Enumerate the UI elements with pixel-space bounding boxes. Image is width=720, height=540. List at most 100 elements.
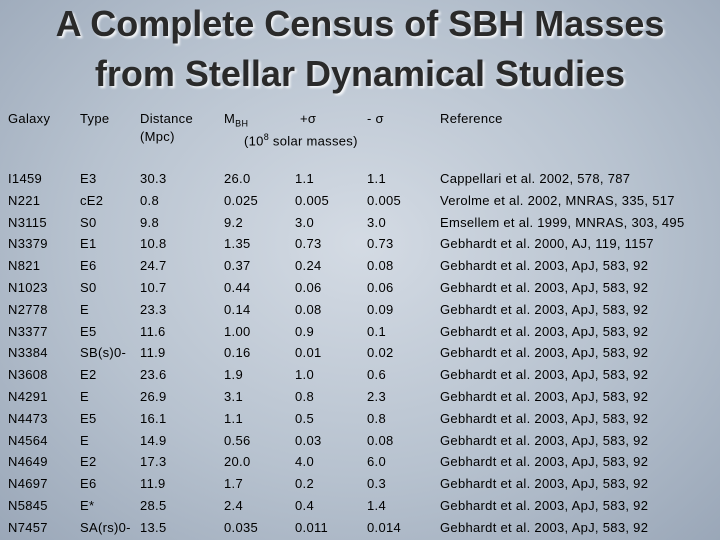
table-cell: 0.08 [367,258,394,274]
table-cell: N4473 [8,410,48,426]
table-cell: 0.9 [295,323,314,339]
table-cell: 1.1 [367,171,386,186]
table-cell: N3384 [8,345,48,361]
table-cell: Gebhardt et al. 2003, ApJ, 583, 92 [440,323,649,339]
table-cell: Verolme et al. 2002, MNRAS, 335, 517 [440,192,675,208]
table-cell: SA(rs)0- [80,519,131,535]
table-cell: 0.14 [224,301,251,317]
table-cell: Gebhardt et al. 2003, ApJ, 583, 92 [440,389,649,404]
table-cell: E2 [80,454,97,470]
table-cell: 2.4 [224,498,243,513]
table-cell: 0.8 [295,389,314,404]
table-cell: Gebhardt et al. 2003, ApJ, 583, 92 [440,258,649,274]
table-cell: Gebhardt et al. 2003, ApJ, 583, 92 [440,367,649,383]
table-cell: 0.16 [224,345,251,361]
header-sup: 8 [263,132,270,142]
table-cell: Gebhardt et al. 2003, ApJ, 583, 92 [440,454,649,470]
table-cell: 0.035 [224,519,259,535]
table-cell: E5 [80,323,97,339]
table-cell: 9.8 [140,214,159,230]
table-cell: E2 [80,367,97,383]
table-cell: 0.56 [224,432,251,448]
table-cell: 1.1 [224,410,243,426]
table-cell: 0.014 [367,519,402,535]
table-cell: 0.02 [367,345,394,361]
table-cell: 0.025 [224,192,259,208]
header-sub: BH [235,118,249,129]
table-cell: 0.4 [295,498,314,513]
table-cell: Gebhardt et al. 2003, ApJ, 583, 92 [440,498,649,513]
table-cell: 0.24 [295,258,322,274]
table-cell: 0.73 [367,236,394,252]
table-cell: 0.011 [295,519,329,535]
table-cell: N4697 [8,476,48,492]
table-cell: N821 [8,258,41,274]
table-cell: 26.0 [224,171,251,186]
table-cell: 6.0 [367,454,386,470]
header-cell: Distance [140,111,193,126]
table-cell: 1.4 [367,498,386,513]
table-cell: 0.03 [295,432,322,448]
header-text: M [224,111,236,126]
table-cell: 0.44 [224,280,251,295]
table-cell: E6 [80,258,97,274]
table-cell: E5 [80,410,97,426]
table-cell: 30.3 [140,171,167,186]
table-cell: N221 [8,192,41,208]
table-cell: N1023 [8,280,48,295]
table-cell: 11.9 [140,476,166,492]
table-cell: 26.9 [140,389,167,404]
table-cell: 2.3 [367,389,386,404]
table-cell: 0.8 [140,192,159,208]
title-line: A Complete Census of SBH Masses [55,3,665,44]
table-cell: E [80,389,89,404]
table-cell: Gebhardt et al. 2003, ApJ, 583, 92 [440,345,649,361]
table-cell: cE2 [80,192,104,208]
table-cell: 20.0 [224,454,251,470]
table-cell: E3 [80,171,97,186]
header-cell: (108 solar masses) [244,129,358,149]
table-cell: 23.3 [140,301,167,317]
table-cell: 0.3 [367,476,386,492]
table-cell: Gebhardt et al. 2003, ApJ, 583, 92 [440,476,649,492]
table-cell: Gebhardt et al. 2003, ApJ, 583, 92 [440,410,649,426]
table-cell: 0.73 [295,236,322,252]
table-cell: N4649 [8,454,48,470]
table-cell: N3377 [8,323,48,339]
table-cell: 1.35 [224,236,251,252]
table-cell: 13.5 [140,519,167,535]
header-cell: Type [80,111,110,126]
table-cell: 28.5 [140,498,167,513]
table-cell: 24.7 [140,258,167,274]
table-cell: N3608 [8,367,48,383]
table-cell: 11.9 [140,345,166,361]
table-cell: 9.2 [224,214,243,230]
table-cell: 0.5 [295,410,314,426]
table-cell: 10.8 [140,236,167,252]
table-cell: E1 [80,236,97,252]
header-cell: +σ [300,111,317,126]
table-cell: Emsellem et al. 1999, MNRAS, 303, 495 [440,214,685,230]
table-cell: N4564 [8,432,48,448]
table-cell: 10.7 [140,280,167,295]
table-cell: Gebhardt et al. 2003, ApJ, 583, 92 [440,301,649,317]
table-cell: 0.8 [367,410,386,426]
table-cell: 0.08 [367,432,394,448]
header-cell: - σ [367,111,384,126]
table-cell: 0.005 [367,192,402,208]
table-cell: 1.0 [295,367,314,383]
table-cell: 0.06 [367,280,394,295]
table-cell: 1.00 [224,323,251,339]
table-cell: 3.0 [367,214,386,230]
table-cell: S0 [80,214,97,230]
table-cell: N3115 [8,214,47,230]
table-cell: 0.005 [295,192,330,208]
table-cell: 23.6 [140,367,167,383]
table-cell: Gebhardt et al. 2000, AJ, 119, 1157 [440,236,654,252]
table-cell: N4291 [8,389,48,404]
table-cell: 0.2 [295,476,314,492]
table-cell: N7457 [8,519,48,535]
table-cell: E [80,432,89,448]
table-cell: Gebhardt et al. 2003, ApJ, 583, 92 [440,519,649,535]
